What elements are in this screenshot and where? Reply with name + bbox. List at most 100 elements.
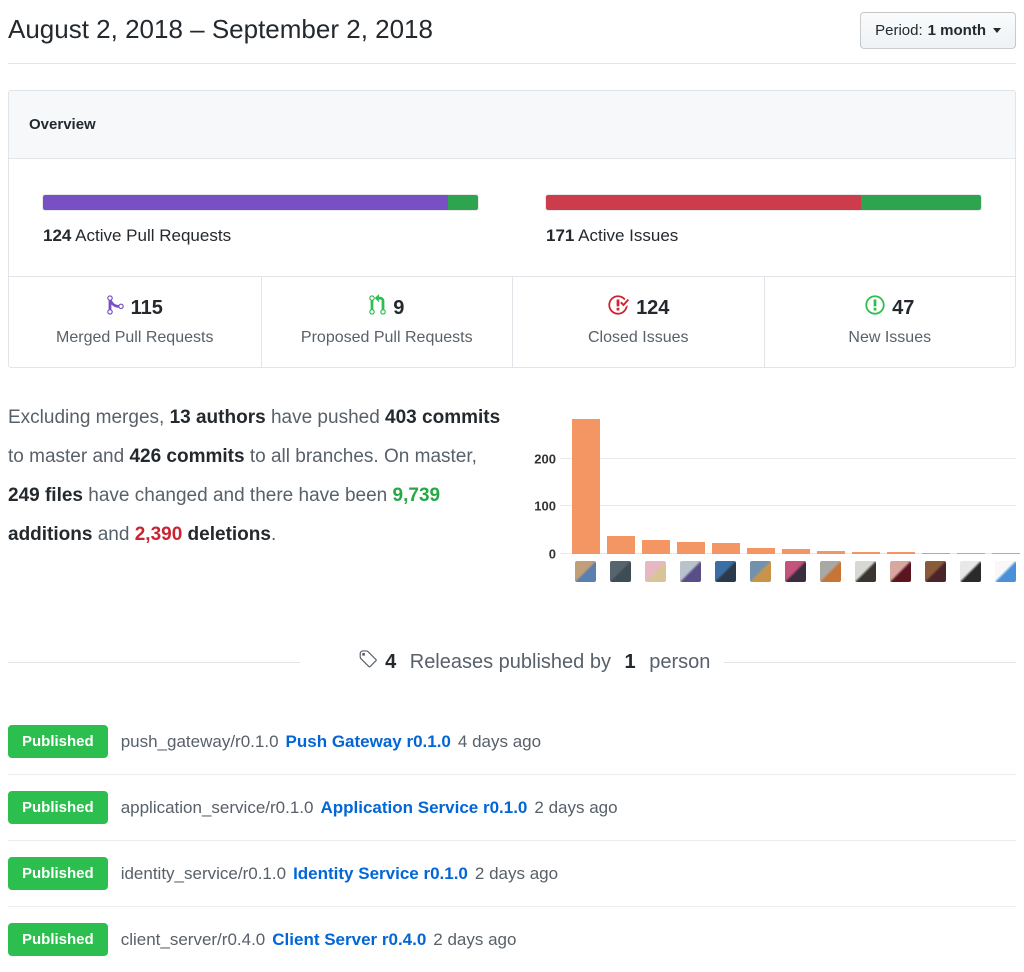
commit-bar-author-6 <box>747 547 775 554</box>
published-badge: Published <box>8 725 108 758</box>
merged-pull-requests-count: 115 <box>130 296 163 319</box>
commit-bar-author-4 <box>677 542 705 554</box>
release-row: Published client_server/r0.4.0 Client Se… <box>8 907 1016 972</box>
release-title-link[interactable]: Push Gateway r0.1.0 <box>285 731 451 751</box>
commit-bars <box>572 406 1020 554</box>
active-pull-requests-count: 124 <box>43 226 72 245</box>
page-header: August 2, 2018 – September 2, 2018 Perio… <box>8 0 1016 49</box>
release-tag-name: application_service/r0.1.0 <box>120 797 314 817</box>
git-merge-icon <box>106 294 124 322</box>
period-value: 1 month <box>927 22 986 39</box>
issue-opened-icon <box>865 294 885 322</box>
deletions-count: 2,390 <box>134 524 183 545</box>
gridline-y200 <box>560 457 1016 459</box>
issues-meter: 171 Active Issues <box>512 159 1015 276</box>
activity-meters: 124 Active Pull Requests 171 Active Issu… <box>9 159 1015 276</box>
published-badge: Published <box>8 923 108 956</box>
heading-rule-right <box>724 662 1016 663</box>
overview-card: Overview 124 Active Pull Requests 171 Ac… <box>8 90 1016 368</box>
merged-pull-requests-label: Merged Pull Requests <box>56 329 214 346</box>
release-timestamp: 2 days ago <box>433 929 517 949</box>
release-row: Published application_service/r0.1.0 App… <box>8 775 1016 841</box>
release-row: Published identity_service/r0.1.0 Identi… <box>8 841 1016 907</box>
commit-activity-summary: Excluding merges, 13 authors have pushed… <box>8 407 501 545</box>
header-divider <box>8 63 1016 64</box>
overview-stats-row: 115 Merged Pull Requests 9 Proposed Pull… <box>9 276 1015 367</box>
release-row: Published push_gateway/r0.1.0 Push Gatew… <box>8 709 1016 775</box>
avatar-author-1[interactable] <box>575 561 596 582</box>
closed-issues-count: 124 <box>636 296 670 319</box>
commit-bar-author-10 <box>887 552 915 554</box>
new-issues-label: New Issues <box>848 329 932 346</box>
published-badge: Published <box>8 791 108 824</box>
release-timestamp: 2 days ago <box>534 797 618 817</box>
avatar-author-6[interactable] <box>750 561 771 582</box>
commit-bar-author-2 <box>607 535 635 554</box>
stat-proposed-pull-requests[interactable]: 9 Proposed Pull Requests <box>260 277 513 367</box>
avatar-author-13[interactable] <box>995 561 1016 582</box>
avatar-author-11[interactable] <box>925 561 946 582</box>
period-dropdown[interactable]: Period: 1 month <box>860 12 1016 49</box>
release-title-link[interactable]: Application Service r0.1.0 <box>320 797 528 817</box>
commit-bar-author-12 <box>957 552 985 554</box>
git-pull-request-icon <box>369 294 386 322</box>
avatar-author-4[interactable] <box>680 561 701 582</box>
heading-rule-left <box>8 662 300 663</box>
stat-merged-pull-requests[interactable]: 115 Merged Pull Requests <box>9 277 261 367</box>
chevron-down-icon <box>993 28 1001 33</box>
avatar-author-2[interactable] <box>610 561 631 582</box>
release-list: Published push_gateway/r0.1.0 Push Gatew… <box>8 709 1016 972</box>
releases-count: 4 <box>385 651 397 673</box>
stat-new-issues[interactable]: 47 New Issues <box>763 277 1016 367</box>
commit-bar-author-13 <box>992 553 1020 554</box>
commit-bar-author-9 <box>852 551 880 554</box>
release-title-link[interactable]: Client Server r0.4.0 <box>272 929 427 949</box>
release-timestamp: 2 days ago <box>474 863 559 883</box>
closed-issues-label: Closed Issues <box>588 329 689 346</box>
avatar-author-8[interactable] <box>820 561 841 582</box>
commit-bar-author-7 <box>782 549 810 554</box>
avatar-author-10[interactable] <box>890 561 911 582</box>
active-issues-label: 171 Active Issues <box>546 226 679 245</box>
commit-bar-author-5 <box>712 543 740 554</box>
commit-bar-author-3 <box>642 539 670 554</box>
proposed-progress-segment <box>448 195 478 210</box>
commits-section: Excluding merges, 13 authors have pushed… <box>8 398 1020 582</box>
commit-bar-author-11 <box>922 552 950 554</box>
proposed-pull-requests-label: Proposed Pull Requests <box>300 329 473 346</box>
active-issues-count: 171 <box>546 226 575 245</box>
gridline-y100 <box>560 505 1016 507</box>
avatar-author-5[interactable] <box>715 561 736 582</box>
release-timestamp: 4 days ago <box>457 731 542 751</box>
issue-closed-icon <box>607 294 630 322</box>
issues-progress-bar <box>545 194 982 211</box>
commits-per-author-chart: 0 100 200 <box>504 398 1020 582</box>
stat-closed-issues[interactable]: 124 Closed Issues <box>512 277 764 367</box>
release-tag-name: identity_service/r0.1.0 <box>120 863 287 883</box>
closed-progress-segment <box>546 195 862 210</box>
pull-requests-progress-bar <box>42 194 479 211</box>
merged-progress-segment <box>43 195 449 210</box>
commit-bar-author-8 <box>817 550 845 554</box>
avatar-author-9[interactable] <box>855 561 876 582</box>
new-issues-count: 47 <box>892 296 915 319</box>
overview-card-title: Overview <box>9 91 1015 159</box>
page-title: August 2, 2018 – September 2, 2018 <box>8 14 433 44</box>
published-badge: Published <box>8 857 108 890</box>
avatar-author-12[interactable] <box>960 561 981 582</box>
release-title-link[interactable]: Identity Service r0.1.0 <box>293 863 468 883</box>
releases-person-count: 1 <box>624 651 636 673</box>
y-axis-tick-label: 200 <box>534 451 556 467</box>
active-pull-requests-label: 124 Active Pull Requests <box>43 226 232 245</box>
new-progress-segment <box>861 195 981 210</box>
author-avatars-row <box>575 561 1016 582</box>
additions-count: 9,739 <box>392 485 441 506</box>
pull-requests-meter: 124 Active Pull Requests <box>9 159 512 276</box>
avatar-author-3[interactable] <box>645 561 666 582</box>
releases-section-heading: 4 Releases published by 1 person <box>8 626 1016 699</box>
y-axis-tick-label: 0 <box>548 546 556 562</box>
commits-chart-plot: 0 100 200 <box>534 406 1020 562</box>
y-axis-tick-label: 100 <box>534 498 556 514</box>
avatar-author-7[interactable] <box>785 561 806 582</box>
